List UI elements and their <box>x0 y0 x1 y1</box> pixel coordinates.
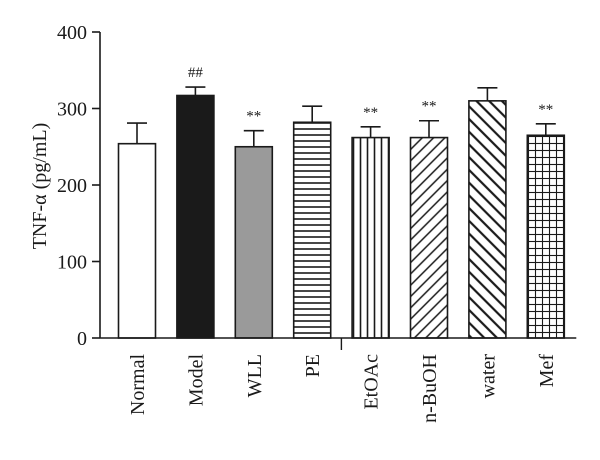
y-tick-label: 300 <box>57 99 87 121</box>
bar-group: ## <box>176 65 215 339</box>
significance-label: ** <box>363 105 378 121</box>
significance-label: ## <box>188 65 204 81</box>
x-axis: Normal Model WLL PE EtOAc n-BuOH water Mef <box>100 337 577 423</box>
x-tick-label: n-BuOH <box>419 354 441 423</box>
bar-group <box>117 122 157 339</box>
bar-mef <box>526 134 566 339</box>
significance-label: ** <box>422 99 437 115</box>
bar-water <box>468 100 507 339</box>
x-tick-label: EtOAc <box>361 354 383 410</box>
x-tick-label: WLL <box>244 354 266 397</box>
significance-label: ** <box>538 102 553 118</box>
bar-wll <box>234 145 274 339</box>
significance-label: ** <box>246 109 261 125</box>
x-tick-label: Mef <box>536 354 558 388</box>
x-tick-label: Normal <box>127 354 149 416</box>
x-tick-label: water <box>477 354 499 399</box>
bar-group: ** <box>351 105 390 339</box>
bar-group <box>292 105 332 339</box>
bar-pe <box>292 121 332 339</box>
y-tick-label: 200 <box>57 175 87 197</box>
bar-etoac <box>351 136 390 339</box>
bar-n-buoh <box>409 136 449 339</box>
bars: ## ** ** ** ** <box>117 65 566 339</box>
bar-group: ** <box>526 102 566 339</box>
y-tick-label: 0 <box>77 328 87 350</box>
y-axis-title: TNF-α (pg/mL) <box>29 123 51 250</box>
x-tick-label: Model <box>185 354 207 407</box>
y-tick-label: 400 <box>57 22 87 44</box>
bar-model <box>176 94 215 339</box>
y-tick-label: 100 <box>57 252 87 274</box>
bar-group: ** <box>409 99 449 339</box>
y-axis: 0 100 200 300 400 <box>57 22 101 350</box>
bar-normal <box>117 142 157 339</box>
bar-group: ** <box>234 109 274 339</box>
bar-group <box>468 87 507 339</box>
x-tick-label: PE <box>302 354 324 377</box>
